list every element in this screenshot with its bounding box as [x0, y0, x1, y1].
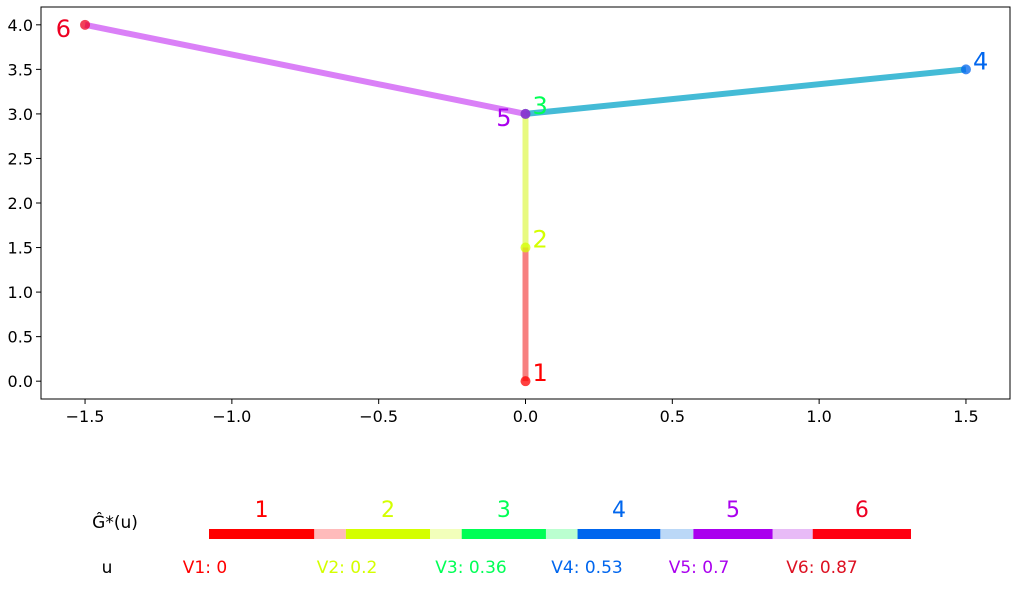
- x-tick-label: −1.5: [66, 407, 105, 426]
- strip-segment-label: 5: [726, 498, 740, 523]
- y-tick-label: 1.5: [8, 239, 33, 258]
- x-tick-label: 1.5: [953, 407, 978, 426]
- tree-node-point: [80, 19, 91, 30]
- y-tick-label: 4.0: [8, 16, 33, 35]
- u-value-label: V6: 0.87: [786, 558, 857, 578]
- tree-edge: [84, 21, 527, 117]
- y-tick-label: 0.5: [8, 328, 33, 347]
- y-tick-label: 3.0: [8, 105, 33, 124]
- tree-node-label: 3: [533, 92, 548, 120]
- y-tick-label: 1.0: [8, 283, 33, 302]
- strip-segment: [577, 529, 661, 539]
- x-tick-label: 1.0: [806, 407, 831, 426]
- strip-gap: [430, 529, 462, 539]
- tree-node-label: 6: [56, 15, 71, 43]
- tree-node-label: 4: [973, 47, 988, 75]
- tree-node-label: 5: [496, 104, 511, 132]
- tree-node-point: [520, 376, 531, 387]
- x-tick-label: 0.0: [513, 407, 538, 426]
- strip-segment-label: 2: [381, 498, 395, 523]
- x-tick-label: 0.5: [660, 407, 685, 426]
- tree-edge: [525, 66, 967, 117]
- strip-segment-label: 3: [497, 498, 511, 523]
- u-value-label: V4: 0.53: [551, 558, 622, 578]
- strip-segment: [461, 529, 546, 539]
- strip-segment: [812, 529, 911, 539]
- strip-segment: [209, 529, 315, 539]
- y-tick-label: 2.0: [8, 194, 33, 213]
- x-tick-label: −1.0: [212, 407, 251, 426]
- bar-strip: Ĝ*(u) u 1 2 3 4 5 6 V1: 0 V2: 0.2 V3: 0.36 V4: 0.53…: [92, 498, 911, 578]
- row-label-u: u: [102, 558, 113, 578]
- strip-segment-label: 1: [255, 498, 269, 523]
- tree-node-label: 2: [533, 226, 548, 254]
- strip-gap: [545, 529, 578, 539]
- tree-node-point: [520, 242, 531, 253]
- y-tick-label: 3.5: [8, 60, 33, 79]
- strip-segment: [345, 529, 431, 539]
- u-value-label: V1: 0: [183, 558, 227, 578]
- strip-segment: [693, 529, 773, 539]
- u-value-label: V3: 0.36: [435, 558, 506, 578]
- row-label-g-star: Ĝ*(u): [92, 511, 138, 533]
- u-value-label: V2: 0.2: [317, 558, 378, 578]
- strip-gap: [314, 529, 346, 539]
- strip-gap: [772, 529, 813, 539]
- y-tick-label: 0.0: [8, 372, 33, 391]
- x-tick-label: −0.5: [359, 407, 398, 426]
- strip-segment-label: 4: [612, 498, 626, 523]
- y-tick-label: 2.5: [8, 149, 33, 168]
- tree-node-point: [520, 108, 531, 119]
- u-value-label: V5: 0.7: [669, 558, 730, 578]
- tree-node-label: 1: [533, 359, 548, 387]
- tree-node-point: [960, 64, 971, 75]
- tree-plot: −1.5 −1.0 −0.5 0.0 0.5 1.0 1.5 0.0 0.5 1.0 1.5 2.0 2…: [8, 6, 1011, 426]
- strip-gap: [660, 529, 694, 539]
- strip-segment-label: 6: [855, 498, 869, 523]
